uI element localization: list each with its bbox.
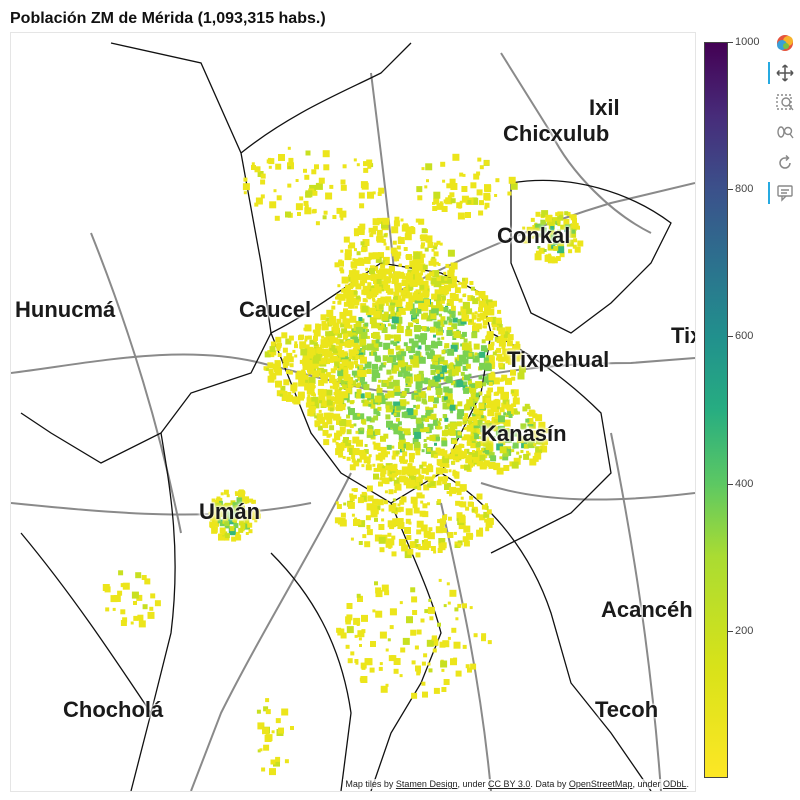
odbl-link[interactable]: ODbL xyxy=(662,779,687,789)
municipal-boundary xyxy=(20,532,152,714)
bokeh-logo-icon[interactable] xyxy=(772,30,798,56)
reset-tool-icon[interactable] xyxy=(772,150,798,176)
place-label-ixil: Ixil xyxy=(589,95,620,120)
colorbar-tick xyxy=(728,630,733,632)
place-label-chochola: Chocholá xyxy=(63,697,164,722)
hover-tool-icon[interactable] xyxy=(768,180,798,206)
road xyxy=(11,353,412,394)
road xyxy=(610,432,662,791)
road xyxy=(190,472,352,791)
stamen-link[interactable]: Stamen Design xyxy=(395,779,458,789)
colorbar-tick xyxy=(728,336,733,338)
road xyxy=(11,502,312,516)
road xyxy=(480,482,695,501)
municipal-boundary xyxy=(130,432,176,791)
road xyxy=(500,52,652,234)
municipal-boundary xyxy=(510,179,672,334)
municipal-boundary xyxy=(440,472,652,791)
map-attribution: Map tiles by Stamen Design, under CC BY … xyxy=(343,779,691,789)
place-label-conkal: Conkal xyxy=(497,223,571,248)
colorbar-tick xyxy=(728,42,733,43)
place-label-kanasin: Kanasín xyxy=(481,421,567,446)
place-label-tixpehual: Tixpehual xyxy=(507,347,610,372)
place-label-hunucma: Hunucmá xyxy=(15,297,116,322)
map-canvas[interactable]: Ixil Chicxulub Conkal Hunucmá Caucel Tix… xyxy=(10,32,696,792)
place-label-acanceh: Acancéh xyxy=(601,597,693,622)
map-layer xyxy=(11,42,695,791)
box-zoom-tool-icon[interactable] xyxy=(772,90,798,116)
colorbar-tick xyxy=(728,483,733,485)
place-label-tix: Tix xyxy=(671,323,695,348)
place-label-tecoh: Tecoh xyxy=(595,697,659,722)
pan-tool-icon[interactable] xyxy=(768,60,798,86)
place-label-caucel: Caucel xyxy=(239,297,312,322)
colorbar-tick xyxy=(728,189,733,191)
road xyxy=(440,502,492,791)
colorbar xyxy=(704,42,728,778)
colorbar-tick-label: 200 xyxy=(735,624,754,637)
ccby-link[interactable]: CC BY 3.0 xyxy=(488,779,531,789)
chart-title: Población ZM de Mérida (1,093,315 habs.) xyxy=(10,10,326,27)
place-label-uman: Umán xyxy=(199,499,261,524)
colorbar-tick-label: 600 xyxy=(735,330,754,343)
municipal-boundary xyxy=(270,262,492,504)
place-label-chicxulub: Chicxulub xyxy=(503,121,610,146)
colorbar-tick-label: 400 xyxy=(735,477,754,490)
osm-link[interactable]: OpenStreetMap xyxy=(568,779,633,789)
wheel-zoom-tool-icon[interactable] xyxy=(772,120,798,146)
municipal-boundary xyxy=(240,42,412,154)
road xyxy=(90,232,182,534)
colorbar-tick-label: 1000 xyxy=(735,36,760,48)
colorbar-tick-label: 800 xyxy=(735,183,754,196)
municipal-boundary xyxy=(20,42,272,464)
municipal-boundary xyxy=(270,552,352,791)
